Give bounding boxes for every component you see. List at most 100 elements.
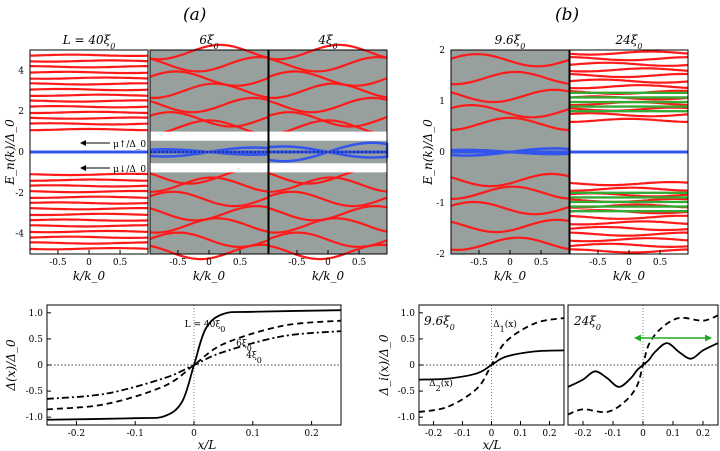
order-a-ytick-label: 0 — [37, 361, 43, 371]
spectra-b-band-line — [569, 61, 689, 67]
spectra-b-band-line — [569, 186, 689, 192]
spectra-a-xtick-label: -0.5 — [288, 258, 306, 268]
spectra-b-band-line — [450, 116, 570, 132]
spectra-a-xlabel: k/k_0 — [73, 269, 106, 283]
order-a-series-label: 4ξ0 — [246, 351, 262, 365]
order-b2-xtick-label: 0.1 — [666, 429, 680, 439]
spectra-a-band-line — [149, 176, 269, 193]
spectra-a-band-line — [30, 82, 148, 86]
order-b1-ytick-label: 0 — [409, 361, 415, 371]
order-b2-xtick-label: 0.2 — [696, 429, 710, 439]
spectra-a-band-line — [29, 53, 149, 57]
spectra-b-band-line — [569, 50, 689, 56]
spectra-b-band-line — [569, 225, 689, 232]
spectra-a-gap-strip — [269, 131, 387, 141]
spectra-a-band-line — [29, 70, 149, 75]
spectra-a-band-line — [29, 229, 148, 234]
spectra-a-band-line — [268, 82, 388, 99]
spectra-a-band-line — [149, 217, 269, 234]
spectra-b-xtick-label: 0 — [507, 258, 513, 268]
order-a-series-label: L = 40ξ0 — [185, 320, 226, 334]
spectra-a-panel-title: 6ξ0 — [199, 33, 218, 51]
spectra-a-band-line — [29, 218, 149, 222]
order-a-xtick-label: 0 — [191, 429, 197, 439]
spectra-a-xtick-label: -0.5 — [49, 258, 67, 268]
spectra-b-ytick-label: -2 — [436, 250, 445, 260]
spectra-a-xlabel: k/k_0 — [193, 269, 226, 283]
spectra-a-gap-strip — [269, 163, 387, 173]
order-a-ytick-label: -0.5 — [26, 387, 44, 397]
spectra-a-band-line — [29, 247, 149, 251]
spectra-a-band-line — [30, 189, 149, 194]
spectra-a-band-line — [30, 224, 148, 228]
spectra-b-band-line — [570, 117, 688, 123]
spectra-b-xtick-label: -0.5 — [589, 258, 607, 268]
spectra-a-band-line — [149, 119, 269, 136]
order-b2-xtick-label: 0 — [640, 429, 646, 439]
spectra-b-ylabel: E_n(k)/Δ_0 — [421, 119, 435, 186]
spectra-a-annotation-arrowhead — [80, 140, 86, 146]
spectra-a-band-line — [268, 111, 388, 128]
order-b1-xtick-label: -0.1 — [454, 429, 471, 439]
spectra-a-band-line — [149, 43, 269, 61]
spectra-a-xlabel: k/k_0 — [312, 269, 345, 283]
spectra-a-band-line — [30, 241, 148, 245]
spectra-b-band-line — [450, 236, 570, 252]
order-b-ylabel: Δ_i(x)/Δ_0 — [377, 334, 391, 396]
spectra-a-band-line — [30, 65, 148, 69]
order-b1-ytick-label: 1.0 — [401, 309, 416, 319]
spectra-a-band-line — [29, 76, 149, 80]
order-a-ytick-label: 0.5 — [29, 335, 44, 345]
plot-layer: -0.5 0 0.5 L = 40ξ0 -0.5 0 0.5 6ξ0 -0.5 0 0.5 4ξ0 4 2… — [3, 33, 719, 451]
spectra-a-ytick-label: 4 — [18, 66, 24, 76]
spectra-b-xtick-label: 0.5 — [534, 258, 549, 268]
spectra-a-band-line — [268, 243, 388, 261]
order-a-xtick-label: 0.1 — [246, 429, 260, 439]
spectra-a-annotation: μ↓/Δ_0 — [113, 165, 146, 175]
spectra-b-band-line — [450, 88, 570, 104]
spectra-a-band-line — [268, 119, 388, 136]
order-b-series-label: Δ2(x) — [429, 378, 453, 393]
order-a-xtick-label: -0.2 — [68, 429, 85, 439]
order-b1-xtick-label: 0.1 — [513, 429, 527, 439]
spectra-b-band-line — [450, 53, 570, 68]
spectra-b-band-line — [569, 78, 689, 84]
spectra-a-band-line — [29, 105, 149, 109]
spectra-a-band-line — [149, 82, 269, 99]
spectra-a-xtick-label: 0.5 — [233, 258, 248, 268]
spectra-b-band-line — [569, 231, 688, 237]
spectra-a-band-line — [29, 93, 149, 97]
spectra-a-band-line — [30, 178, 148, 182]
spectra-a-ylabel: E_n(k)/Δ_0 — [3, 119, 17, 186]
spectra-a-band-line — [268, 176, 388, 193]
spectra-a-bands-2 — [268, 43, 388, 261]
panel-label-b: (b) — [555, 5, 579, 25]
spectra-b-band-line — [451, 185, 570, 200]
panel-label-a: (a) — [183, 5, 206, 25]
spectra-a-band-line — [30, 122, 148, 126]
spectra-b-band-line — [450, 200, 570, 216]
spectra-a-xtick-label: 0 — [86, 258, 92, 268]
spectra-a-xtick-label: 0.5 — [113, 258, 128, 268]
spectra-a-xtick-label: 0 — [325, 258, 331, 268]
spectra-b-xlabel: k/k_0 — [494, 269, 527, 283]
order-a-series-label: 6ξ0 — [236, 339, 252, 353]
spectra-a-band-line — [268, 55, 388, 73]
spectra-a-band-line — [30, 110, 149, 115]
order-a-xtick-label: -0.1 — [127, 429, 144, 439]
order-a-series-line — [46, 319, 342, 411]
spectra-a-band-line — [268, 70, 388, 87]
spectra-a-annotation: μ↑/Δ_0 — [113, 140, 146, 150]
spectra-a-band-line — [29, 87, 149, 92]
spectra-a-band-line — [149, 55, 269, 73]
order-b-series-label: Δ1(x) — [493, 319, 517, 334]
spectra-a-band-line — [29, 116, 149, 120]
spectra-b-band-line — [569, 56, 689, 62]
spectra-a-annotation-arrowhead — [80, 165, 86, 171]
spectra-a-band-line — [29, 201, 149, 205]
spectra-b-band-line — [569, 84, 689, 90]
order-b1-ytick-label: -1.0 — [398, 413, 416, 423]
order-b-arrowhead-right — [705, 334, 712, 342]
spectra-a-panel-title: L = 40ξ0 — [62, 33, 116, 51]
spectra-a-band-line — [30, 235, 149, 239]
